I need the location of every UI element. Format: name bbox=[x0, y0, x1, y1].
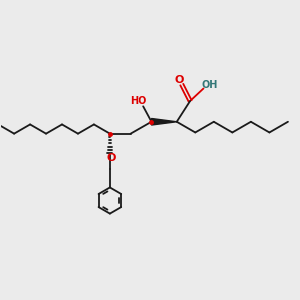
Text: OH: OH bbox=[202, 80, 218, 90]
Text: HO: HO bbox=[130, 96, 146, 106]
Text: O: O bbox=[107, 153, 116, 163]
Polygon shape bbox=[152, 118, 177, 125]
Text: O: O bbox=[175, 75, 184, 85]
